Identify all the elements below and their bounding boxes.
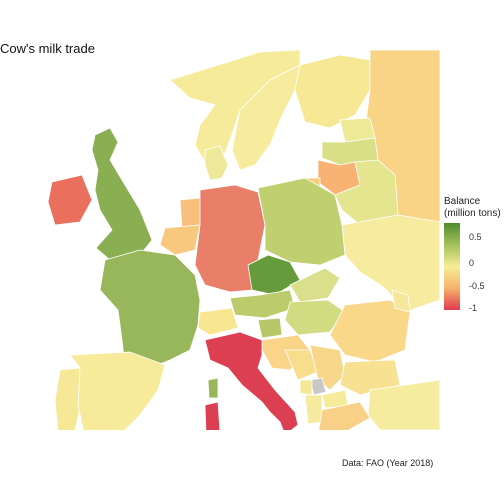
region-sardinia xyxy=(204,401,221,430)
region-netherlands xyxy=(179,197,203,229)
region-albania xyxy=(304,394,323,425)
region-belgium xyxy=(159,224,201,256)
legend-tick xyxy=(462,308,467,309)
region-ukraine xyxy=(341,214,440,313)
legend-color-bar: 0.5 0 -0.5 -1 xyxy=(444,223,485,313)
data-source-caption: Data: FAO (Year 2018) xyxy=(342,458,434,468)
region-italy xyxy=(204,331,299,430)
region-poland xyxy=(257,177,346,266)
region-greece xyxy=(318,401,371,430)
region-finland xyxy=(294,54,371,129)
region-montenegro xyxy=(299,379,313,396)
region-austria xyxy=(229,289,296,319)
region-norway-sweden xyxy=(169,50,301,163)
legend-tick xyxy=(462,286,467,287)
region-sweden xyxy=(231,64,301,171)
region-slovenia xyxy=(257,317,283,339)
legend-tick-label: 0 xyxy=(469,258,475,268)
region-switzerland xyxy=(197,307,239,336)
region-france xyxy=(99,249,201,371)
legend-tick-label: -1 xyxy=(469,303,478,313)
region-moldova xyxy=(391,289,411,313)
region-slovakia xyxy=(289,267,341,303)
region-denmark xyxy=(204,145,229,181)
region-ireland xyxy=(47,174,93,226)
region-kosovo xyxy=(309,377,327,396)
legend-tick xyxy=(462,237,467,238)
chart-title: Cow's milk trade xyxy=(0,41,95,56)
region-turkey xyxy=(367,379,440,430)
region-spain xyxy=(69,351,166,430)
legend-subtitle: (million tons) xyxy=(444,208,501,219)
legend: Balance (million tons) 0.5 0 -0.5 -1 xyxy=(444,196,501,313)
legend-tick xyxy=(462,263,467,264)
legend-title: Balance xyxy=(444,196,481,207)
region-corsica xyxy=(207,377,219,399)
region-hungary xyxy=(284,299,346,336)
legend-tick-label: -0.5 xyxy=(469,281,485,291)
europe-map xyxy=(47,50,440,430)
legend-tick-label: 0.5 xyxy=(469,232,482,242)
region-romania xyxy=(329,299,411,363)
region-uk xyxy=(91,127,153,261)
